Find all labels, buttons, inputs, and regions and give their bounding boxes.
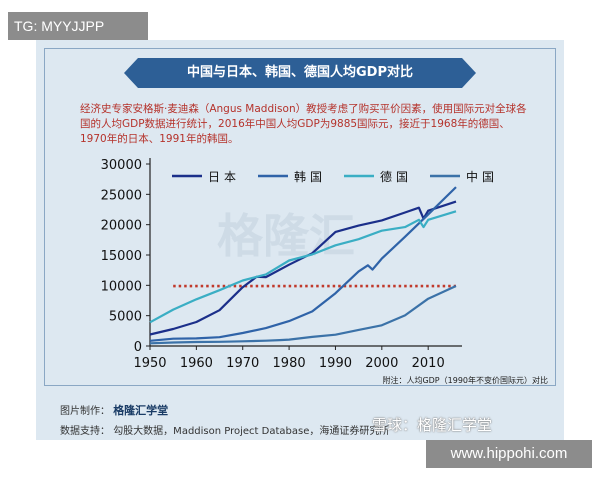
x-tick-label: 2010 [412, 356, 445, 371]
y-tick-label: 15000 [101, 249, 142, 264]
credit-maker-label: 图片制作： [60, 406, 110, 417]
chart-description: 经济史专家安格斯·麦迪森（Angus Maddison）教授考虑了购买平价因素，… [80, 103, 527, 145]
credit-maker-name: 格隆汇学堂 [113, 404, 169, 417]
series-line-中国 [149, 284, 457, 345]
series-line-日本 [149, 200, 457, 336]
x-tick-label: 1970 [226, 356, 259, 371]
x-tick-label: 2000 [365, 356, 398, 371]
credit-source-text: 勾股大数据，Maddison Project Database，海通证券研究所 [113, 426, 390, 437]
watermark-bottom: 雪球：格隆汇学堂 [372, 416, 493, 434]
chart-legend: 日本 韩国 德国 中国 [172, 169, 498, 184]
series-lines [149, 186, 457, 345]
credit-source-label: 数据支持： [60, 426, 110, 437]
y-tick-label: 25000 [101, 188, 142, 203]
chart-note: 附注：人均GDP（1990年不变价国际元）对比 [382, 375, 548, 385]
y-tick-label: 5000 [109, 310, 142, 325]
series-line-德国 [149, 210, 457, 324]
site-url: www.hippohi.com [426, 440, 592, 468]
legend-label: 日本 [208, 170, 240, 184]
tag-label: TG: MYYJJPP [8, 12, 148, 40]
legend-label: 韩国 [294, 169, 326, 184]
watermark-center: 格隆汇 [217, 209, 355, 263]
y-tick-label: 0 [134, 340, 142, 355]
credit-source: 数据支持： 勾股大数据，Maddison Project Database，海通… [60, 422, 389, 437]
legend-label: 中国 [466, 169, 498, 184]
credit-maker: 图片制作： 格隆汇学堂 [60, 402, 168, 418]
y-tick-label: 20000 [101, 219, 142, 234]
x-tick-label: 1960 [180, 356, 213, 371]
x-tick-label: 1950 [133, 356, 166, 371]
chart-axes: 0 5000 10000 15000 20000 25000 30000 1950 1960 19… [101, 158, 462, 371]
y-tick-label: 10000 [101, 279, 142, 294]
x-tick-label: 1990 [319, 356, 352, 371]
legend-label: 德国 [380, 169, 412, 184]
infographic-card [36, 40, 564, 440]
x-tick-label: 1980 [273, 356, 306, 371]
chart-title: 中国与日本、韩国、德国人均GDP对比 [124, 58, 476, 88]
series-line-韩国 [149, 186, 457, 342]
chart-frame [44, 48, 556, 386]
y-tick-label: 30000 [101, 158, 142, 173]
